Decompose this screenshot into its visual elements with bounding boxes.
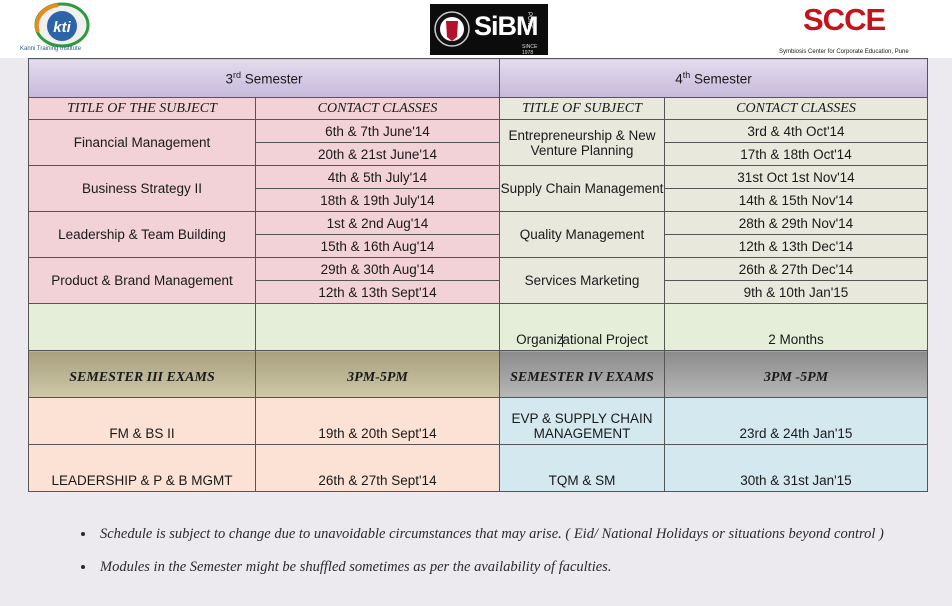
date-cell: 6th & 7th June'14 — [255, 119, 500, 143]
subject-cell: Services Marketing — [499, 257, 665, 304]
table-row: Financial Management 6th & 7th June'14 E… — [28, 119, 928, 166]
sibm-emblem-icon — [434, 11, 470, 47]
date-cell: 1st & 2nd Aug'14 — [255, 211, 500, 235]
subject-cell: Quality Management — [499, 211, 665, 258]
date-cell: 4th & 5th July'14 — [255, 165, 500, 189]
exam-date: 26th & 27th Sept'14 — [255, 444, 500, 492]
sem4-exams-time: 3PM -5PM — [664, 350, 928, 398]
semester-header-row: 3rd Semester 4th Semester — [28, 58, 928, 98]
subject-cell: Entrepreneurship & New Venture Planning — [499, 119, 665, 166]
col-header-sem4-subject: TITLE OF SUBJECT — [499, 97, 665, 120]
subject-cell: Product & Brand Management — [28, 257, 256, 304]
kti-subtitle: Kanni Training Institute — [20, 46, 82, 52]
date-cell: 20th & 21st June'14 — [255, 142, 500, 166]
table-row: 20th & 21st June'14 17th & 18th Oct'14 — [29, 142, 928, 166]
exam-subject: EVP & SUPPLY CHAIN MANAGEMENT — [499, 397, 665, 445]
project-row: Organizational Project 2 Months — [28, 303, 928, 351]
col-header-sem4-classes: CONTACT CLASSES — [664, 97, 928, 120]
exam-date: 19th & 20th Sept'14 — [255, 397, 500, 445]
col-header-sem3-classes: CONTACT CLASSES — [255, 97, 500, 120]
date-cell: 31st Oct 1st Nov'14 — [664, 165, 928, 189]
exam-subject: TQM & SM — [499, 444, 665, 492]
schedule-notes: Schedule is subject to change due to una… — [78, 526, 884, 592]
scce-logo-text: SCCE — [803, 2, 886, 37]
note-item: Modules in the Semester might be shuffle… — [96, 559, 884, 576]
exam-date: 30th & 31st Jan'15 — [664, 444, 928, 492]
project-duration: 2 Months — [664, 303, 928, 351]
date-cell: 28th & 29th Nov'14 — [664, 211, 928, 235]
scce-logo: SCCE Symbiosis Center for Corporate Educ… — [775, 2, 922, 56]
empty-cell — [255, 303, 500, 351]
table-row: 12th & 13th Sept'14 9th & 10th Jan'15 — [29, 280, 928, 304]
table-row: 15th & 16th Aug'14 12th & 13th Dec'14 — [29, 234, 928, 258]
sibm-since: SINCE 1978 — [522, 44, 538, 56]
date-cell: 26th & 27th Dec'14 — [664, 257, 928, 281]
sibm-logo: SiBM PUNE SINCE 1978 — [430, 4, 548, 56]
exam-subject: LEADERSHIP & P & B MGMT — [28, 444, 256, 492]
date-cell: 18th & 19th July'14 — [255, 188, 500, 212]
sem3-exams-header: SEMESTER III EXAMS — [28, 350, 256, 398]
exam-row: FM & BS II 19th & 20th Sept'14 EVP & SUP… — [28, 397, 928, 445]
table-row: Business Strategy II 4th & 5th July'14 S… — [28, 165, 928, 212]
logo-bar: kti Kanni Training Institute SiBM PUNE S… — [0, 0, 952, 58]
table-row: Product & Brand Management 29th & 30th A… — [28, 257, 928, 304]
col-header-sem3-subject: TITLE OF THE SUBJECT — [28, 97, 256, 120]
table-row: Leadership & Team Building 1st & 2nd Aug… — [28, 211, 928, 258]
column-header-row: TITLE OF THE SUBJECT CONTACT CLASSES TIT… — [28, 97, 928, 120]
date-cell: 29th & 30th Aug'14 — [255, 257, 500, 281]
kti-logo-text: kti — [53, 19, 71, 36]
date-cell: 3rd & 4th Oct'14 — [664, 119, 928, 143]
kti-emblem-icon: kti — [34, 2, 90, 48]
semester-3-header: 3rd Semester — [28, 58, 500, 98]
empty-cell — [28, 303, 256, 351]
subject-cell: Supply Chain Management — [499, 165, 665, 212]
sibm-city: PUNE — [526, 12, 532, 29]
date-cell: 12th & 13th Sept'14 — [255, 280, 500, 304]
date-cell: 15th & 16th Aug'14 — [255, 234, 500, 258]
semester-4-header: 4th Semester — [499, 58, 928, 98]
exam-date: 23rd & 24th Jan'15 — [664, 397, 928, 445]
project-title: Organizational Project — [499, 303, 665, 351]
subject-cell: Business Strategy II — [28, 165, 256, 212]
scce-subtitle: Symbiosis Center for Corporate Education… — [779, 49, 909, 55]
date-cell: 9th & 10th Jan'15 — [664, 280, 928, 304]
subject-cell: Leadership & Team Building — [28, 211, 256, 258]
date-cell: 12th & 13th Dec'14 — [664, 234, 928, 258]
schedule-table: 3rd Semester 4th Semester TITLE OF THE S… — [28, 58, 928, 492]
date-cell: 17th & 18th Oct'14 — [664, 142, 928, 166]
note-item: Schedule is subject to change due to una… — [96, 526, 884, 543]
text-cursor — [562, 333, 564, 347]
kti-logo: kti Kanni Training Institute — [18, 2, 106, 56]
exam-row: LEADERSHIP & P & B MGMT 26th & 27th Sept… — [28, 444, 928, 492]
sem3-exams-time: 3PM-5PM — [255, 350, 500, 398]
sem4-exams-header: SEMESTER IV EXAMS — [499, 350, 665, 398]
subject-cell: Financial Management — [28, 119, 256, 166]
exam-subject: FM & BS II — [28, 397, 256, 445]
date-cell: 14th & 15th Nov'14 — [664, 188, 928, 212]
exams-header-row: SEMESTER III EXAMS 3PM-5PM SEMESTER IV E… — [28, 350, 928, 398]
sibm-logo-text: SiBM — [474, 11, 538, 41]
